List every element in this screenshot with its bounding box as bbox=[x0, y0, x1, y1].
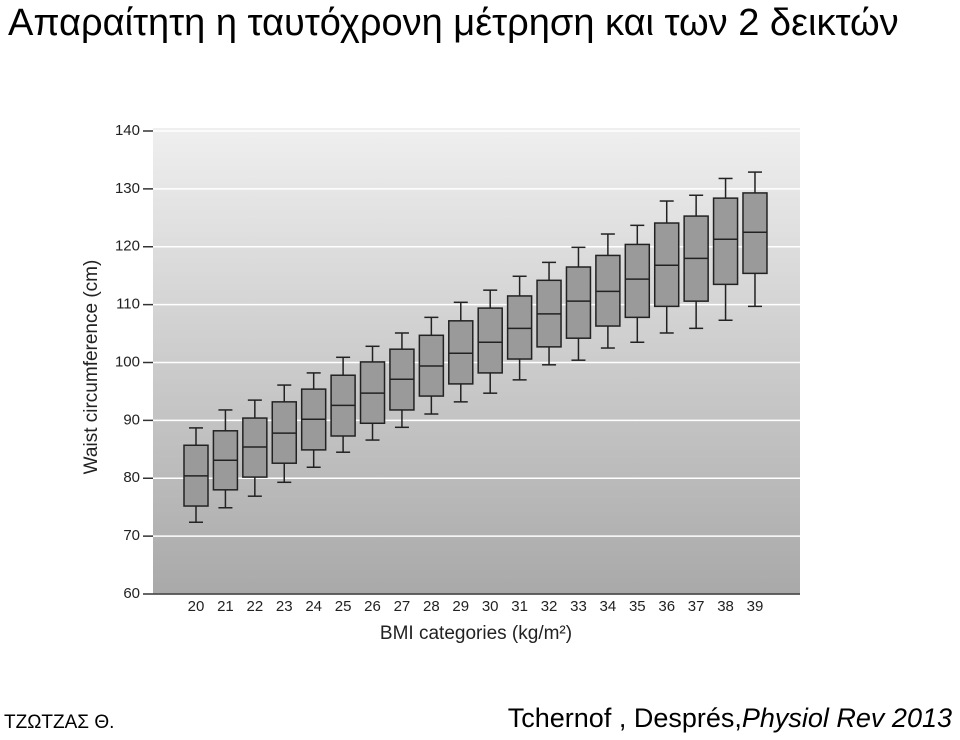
y-tick-label: 110 bbox=[116, 296, 140, 313]
citation: Tchernof , Després,Physiol Rev 2013 bbox=[508, 703, 952, 734]
x-tick-label: 24 bbox=[305, 598, 322, 615]
x-tick-label: 32 bbox=[541, 598, 558, 615]
y-tick-label: 100 bbox=[115, 353, 140, 370]
x-tick-label: 23 bbox=[276, 598, 293, 615]
x-tick-label: 33 bbox=[570, 598, 587, 615]
y-axis-label: Waist circumference (cm) bbox=[81, 260, 102, 475]
box bbox=[448, 320, 474, 385]
x-tick-label: 27 bbox=[394, 598, 411, 615]
x-tick-label: 30 bbox=[482, 598, 499, 615]
citation-journal: Physiol Rev 2013 bbox=[741, 703, 952, 733]
x-tick-label: 22 bbox=[246, 598, 263, 615]
x-tick-label: 31 bbox=[511, 598, 528, 615]
x-tick-label: 26 bbox=[364, 598, 381, 615]
x-tick-label: 37 bbox=[688, 598, 705, 615]
box bbox=[477, 307, 503, 374]
x-tick-label: 38 bbox=[717, 598, 734, 615]
y-tick-label: 70 bbox=[123, 527, 140, 544]
x-tick-label: 36 bbox=[658, 598, 675, 615]
x-axis-label: BMI categories (kg/m²) bbox=[380, 623, 572, 644]
author: ΤΖΩΤΖΑΣ Θ. bbox=[4, 712, 115, 733]
chart: BMI categories (kg/m²) Waist circumferen… bbox=[81, 122, 800, 644]
y-tick-label: 60 bbox=[123, 585, 140, 602]
y-tick-label: 130 bbox=[115, 180, 140, 197]
x-tick-label: 21 bbox=[217, 598, 234, 615]
citation-authors: Tchernof , Després, bbox=[507, 703, 742, 733]
x-tick-label: 34 bbox=[600, 598, 617, 615]
box bbox=[742, 192, 768, 275]
x-tick-label: 25 bbox=[335, 598, 352, 615]
y-tick-label: 120 bbox=[115, 238, 140, 255]
x-tick-label: 29 bbox=[452, 598, 469, 615]
x-tick-label: 39 bbox=[747, 598, 764, 615]
box bbox=[712, 197, 739, 286]
x-tick-label: 35 bbox=[629, 598, 646, 615]
x-tick-label: 28 bbox=[423, 598, 440, 615]
box bbox=[565, 266, 592, 339]
y-tick-label: 140 bbox=[115, 122, 140, 139]
y-tick-label: 90 bbox=[123, 411, 140, 428]
x-tick-label: 20 bbox=[188, 598, 205, 615]
box bbox=[506, 295, 533, 360]
slide-title: Απαραίτητη η ταυτόχρονη μέτρηση και των … bbox=[8, 2, 899, 44]
y-tick-label: 80 bbox=[123, 469, 140, 486]
box bbox=[624, 243, 651, 319]
plot-area bbox=[153, 128, 800, 594]
